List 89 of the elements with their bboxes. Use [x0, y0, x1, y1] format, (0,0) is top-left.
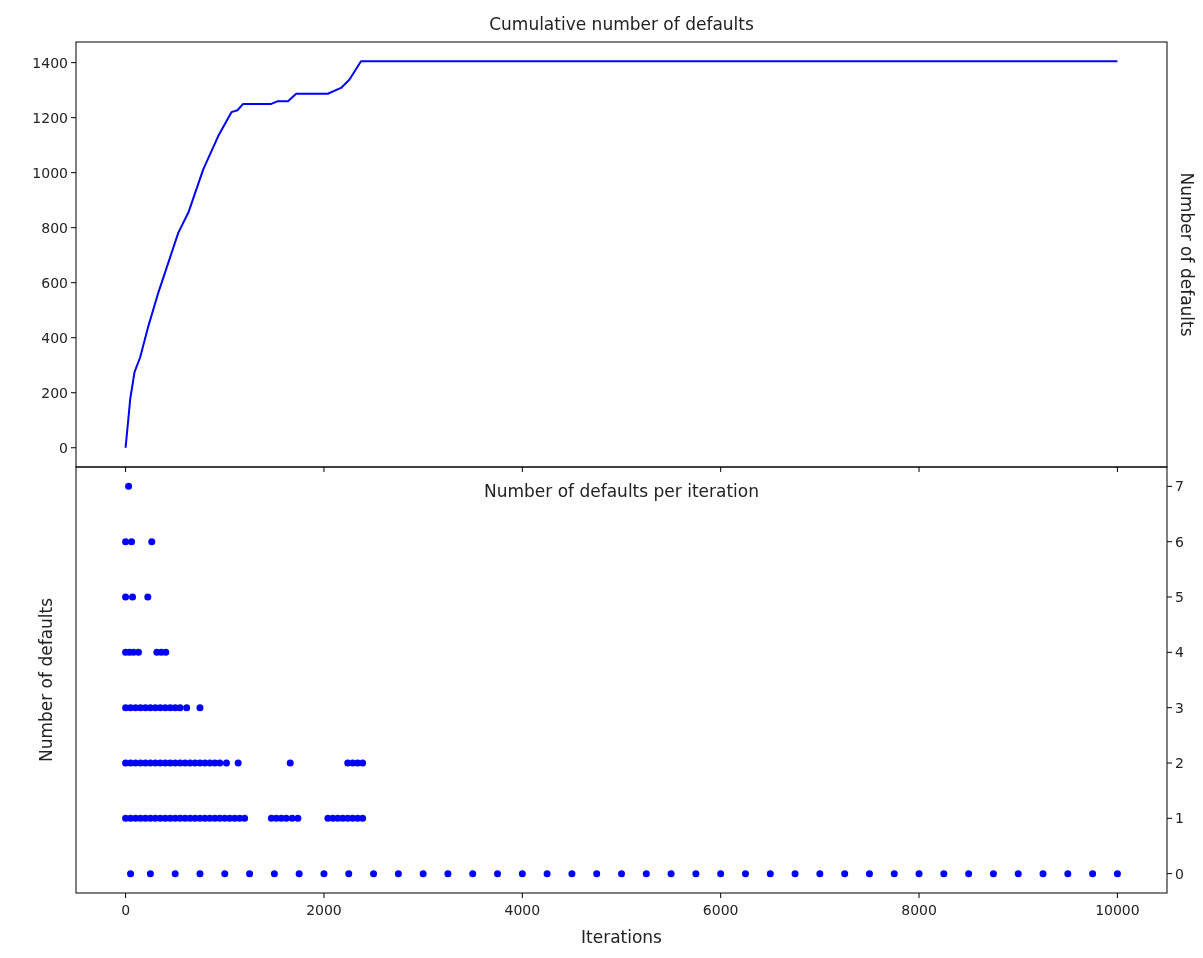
- y-tick-label: 1400: [32, 54, 68, 71]
- point: [940, 870, 948, 878]
- y-axis-title: Number of defaults: [1177, 172, 1197, 337]
- point: [295, 870, 303, 878]
- y-tick-label: 1000: [32, 164, 68, 181]
- point: [518, 870, 526, 878]
- point: [359, 759, 367, 767]
- point: [171, 870, 179, 878]
- point: [246, 870, 254, 878]
- point: [320, 870, 328, 878]
- point: [129, 593, 137, 601]
- x-tick-label: 4000: [504, 902, 541, 918]
- point: [1089, 870, 1097, 878]
- point: [543, 870, 551, 878]
- point: [294, 814, 302, 822]
- point: [394, 870, 402, 878]
- point: [144, 593, 152, 601]
- point: [1064, 870, 1072, 878]
- x-axis-title: Iterations: [581, 927, 663, 947]
- line-series: [124, 60, 1119, 449]
- point: [717, 870, 725, 878]
- y-tick-label: 1200: [32, 109, 68, 126]
- x-tick-label: 6000: [702, 902, 739, 918]
- y-tick-label: 3: [1175, 699, 1184, 716]
- y-axis-title: Number of defaults: [36, 597, 56, 763]
- y-tick-label: 800: [41, 219, 68, 236]
- point: [469, 870, 477, 878]
- point: [667, 870, 675, 878]
- point: [444, 870, 452, 878]
- y-tick-label: 0: [1175, 865, 1184, 882]
- point: [345, 870, 353, 878]
- point: [841, 870, 849, 878]
- point: [234, 759, 242, 767]
- point: [692, 870, 700, 878]
- point: [128, 538, 136, 546]
- y-tick-label: 400: [41, 329, 68, 346]
- point: [989, 870, 997, 878]
- point: [148, 538, 156, 546]
- point: [221, 870, 229, 878]
- point: [216, 759, 224, 767]
- point: [196, 870, 204, 878]
- point: [122, 538, 130, 546]
- point: [1039, 870, 1047, 878]
- point: [286, 759, 294, 767]
- point: [127, 870, 135, 878]
- y-tick-label: 4: [1175, 644, 1184, 661]
- point: [791, 870, 799, 878]
- x-tick-label: 8000: [901, 902, 937, 918]
- point: [196, 704, 204, 712]
- y-tick-label: 200: [41, 384, 68, 401]
- point: [965, 870, 973, 878]
- x-tick-label: 10000: [1095, 902, 1140, 918]
- point: [370, 870, 378, 878]
- point: [494, 870, 502, 878]
- point: [183, 704, 191, 712]
- point: [915, 870, 923, 878]
- point: [618, 870, 625, 878]
- y-tick-label: 2: [1175, 754, 1184, 771]
- point: [270, 870, 278, 878]
- point: [282, 814, 290, 822]
- text: Number of defaults per iteration: [483, 481, 760, 501]
- point: [222, 759, 230, 767]
- point: [125, 482, 133, 490]
- point: [241, 814, 249, 822]
- y-tick-label: 6: [1175, 533, 1184, 550]
- y-tick-label: 0: [59, 439, 68, 456]
- point: [568, 870, 576, 878]
- point: [162, 648, 170, 656]
- x-tick-label: 2000: [306, 902, 342, 918]
- point: [865, 870, 873, 878]
- point: [816, 870, 824, 878]
- point: [766, 870, 774, 878]
- chart-title: Cumulative number of defaults: [489, 14, 754, 34]
- y-tick-label: 5: [1175, 588, 1184, 605]
- point: [1014, 870, 1022, 878]
- x-tick-label: 0: [121, 902, 131, 918]
- point: [593, 870, 601, 878]
- point: [1113, 870, 1121, 878]
- y-tick-label: 7: [1175, 478, 1184, 495]
- point: [176, 704, 184, 712]
- point: [146, 870, 154, 878]
- y-tick-label: 1: [1175, 810, 1184, 827]
- point: [122, 593, 130, 601]
- y-tick-label: 600: [41, 274, 68, 291]
- point: [419, 870, 427, 878]
- point: [359, 814, 367, 822]
- point: [890, 870, 898, 878]
- point: [642, 870, 650, 878]
- point: [741, 870, 749, 878]
